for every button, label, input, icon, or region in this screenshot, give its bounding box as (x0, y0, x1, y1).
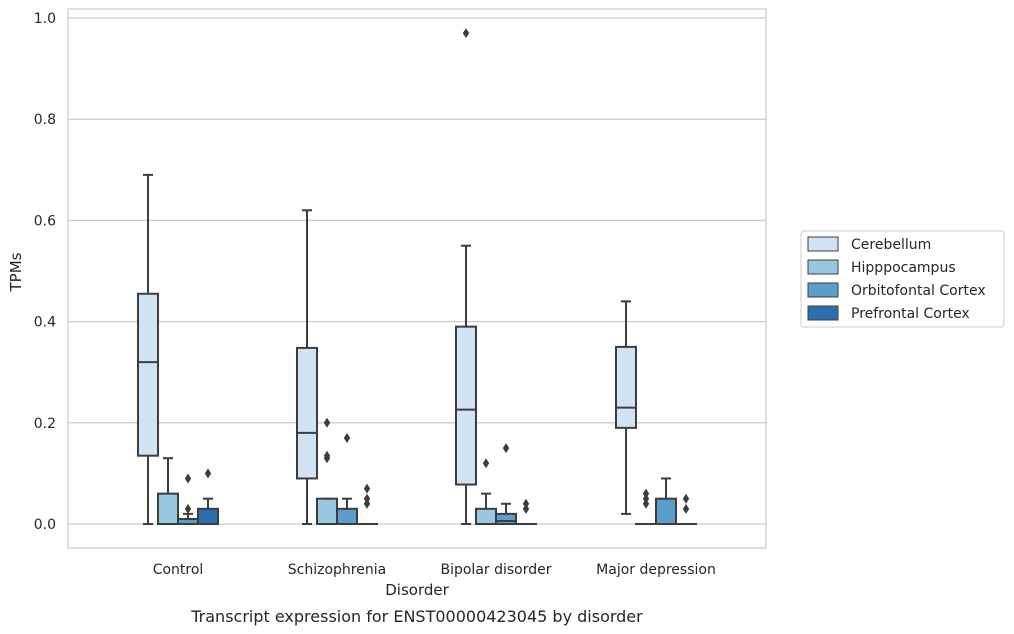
box-prefrontal-cortex (197, 497, 219, 526)
outlier-point (363, 498, 371, 509)
legend-swatch (807, 236, 839, 252)
legend: Cerebellum Hipppocampus Orbitofontal Corte… (800, 230, 1005, 328)
outlier-point (642, 498, 650, 509)
box-cerebellum (296, 209, 318, 525)
box-orbitofontal-cortex (495, 502, 517, 526)
legend-item: Cerebellum (807, 236, 931, 253)
y-axis-label: TPMs (7, 252, 25, 292)
legend-label: Prefrontal Cortex (851, 306, 970, 322)
outlier-point (323, 417, 331, 428)
box-body (197, 507, 219, 526)
outlier-point (502, 443, 510, 454)
y-tick-label: 0.6 (34, 213, 56, 229)
legend-label: Cerebellum (851, 237, 931, 253)
box-cerebellum (455, 244, 477, 525)
box-hipppocampus (316, 497, 338, 526)
box-body (455, 325, 477, 486)
legend-item: Prefrontal Cortex (807, 305, 970, 322)
legend-swatch (807, 282, 839, 298)
legend-label: Hipppocampus (851, 260, 956, 276)
outliers (184, 28, 690, 514)
box-hipppocampus (475, 492, 497, 526)
box-body (655, 497, 677, 526)
box-cerebellum (615, 300, 637, 515)
legend-label: Orbitofontal Cortex (851, 283, 986, 299)
plot-area-frame (67, 8, 767, 549)
box-orbitofontal-cortex (655, 477, 677, 526)
outlier-point (522, 498, 530, 509)
box-body (495, 512, 517, 526)
outlier-point (323, 450, 331, 461)
outlier-point (522, 503, 530, 514)
box-body (296, 346, 318, 480)
outlier-point (343, 432, 351, 443)
outlier-point (363, 483, 371, 494)
box-cerebellum (137, 173, 159, 525)
x-axis-ticks: Control Schizophrenia Bipolar disorder Majo… (153, 562, 716, 578)
box-body (137, 292, 159, 457)
box-body (316, 497, 338, 526)
box-hipppocampus (157, 457, 179, 526)
outlier-point (682, 493, 690, 504)
legend-swatch (807, 305, 839, 321)
x-tick-label: Schizophrenia (288, 562, 386, 578)
legend-item: Hipppocampus (807, 259, 956, 276)
x-tick-label: Bipolar disorder (440, 562, 551, 578)
y-axis-ticks: 0.0 0.2 0.4 0.6 0.8 1.0 (34, 11, 56, 533)
outlier-point (462, 28, 470, 39)
outlier-point (682, 503, 690, 514)
x-axis-label: Disorder (385, 581, 449, 599)
box-body (157, 492, 179, 526)
outlier-point (482, 458, 490, 469)
box-orbitofontal-cortex (177, 512, 199, 526)
gridlines (68, 17, 766, 525)
x-tick-label: Major depression (596, 562, 716, 578)
y-tick-label: 0.2 (34, 416, 56, 432)
box-orbitofontal-cortex (336, 497, 358, 526)
y-tick-label: 0.8 (34, 112, 56, 128)
outlier-point (204, 468, 212, 479)
x-tick-label: Control (153, 562, 204, 578)
chart-caption: Transcript expression for ENST0000042304… (190, 607, 643, 626)
legend-frame (800, 230, 1005, 328)
y-tick-label: 0.4 (34, 315, 56, 331)
outlier-point (642, 493, 650, 504)
legend-items: Cerebellum Hipppocampus Orbitofontal Corte… (807, 236, 986, 322)
outlier-point (642, 488, 650, 499)
legend-swatch (807, 259, 839, 275)
outlier-point (363, 493, 371, 504)
outlier-point (184, 503, 192, 514)
box-body (615, 345, 637, 429)
box-body (336, 507, 358, 526)
y-tick-label: 1.0 (34, 11, 56, 27)
outlier-point (184, 473, 192, 484)
legend-item: Orbitofontal Cortex (807, 282, 986, 299)
box-body (475, 507, 497, 526)
y-tick-label: 0.0 (34, 517, 56, 533)
boxes (137, 173, 697, 526)
